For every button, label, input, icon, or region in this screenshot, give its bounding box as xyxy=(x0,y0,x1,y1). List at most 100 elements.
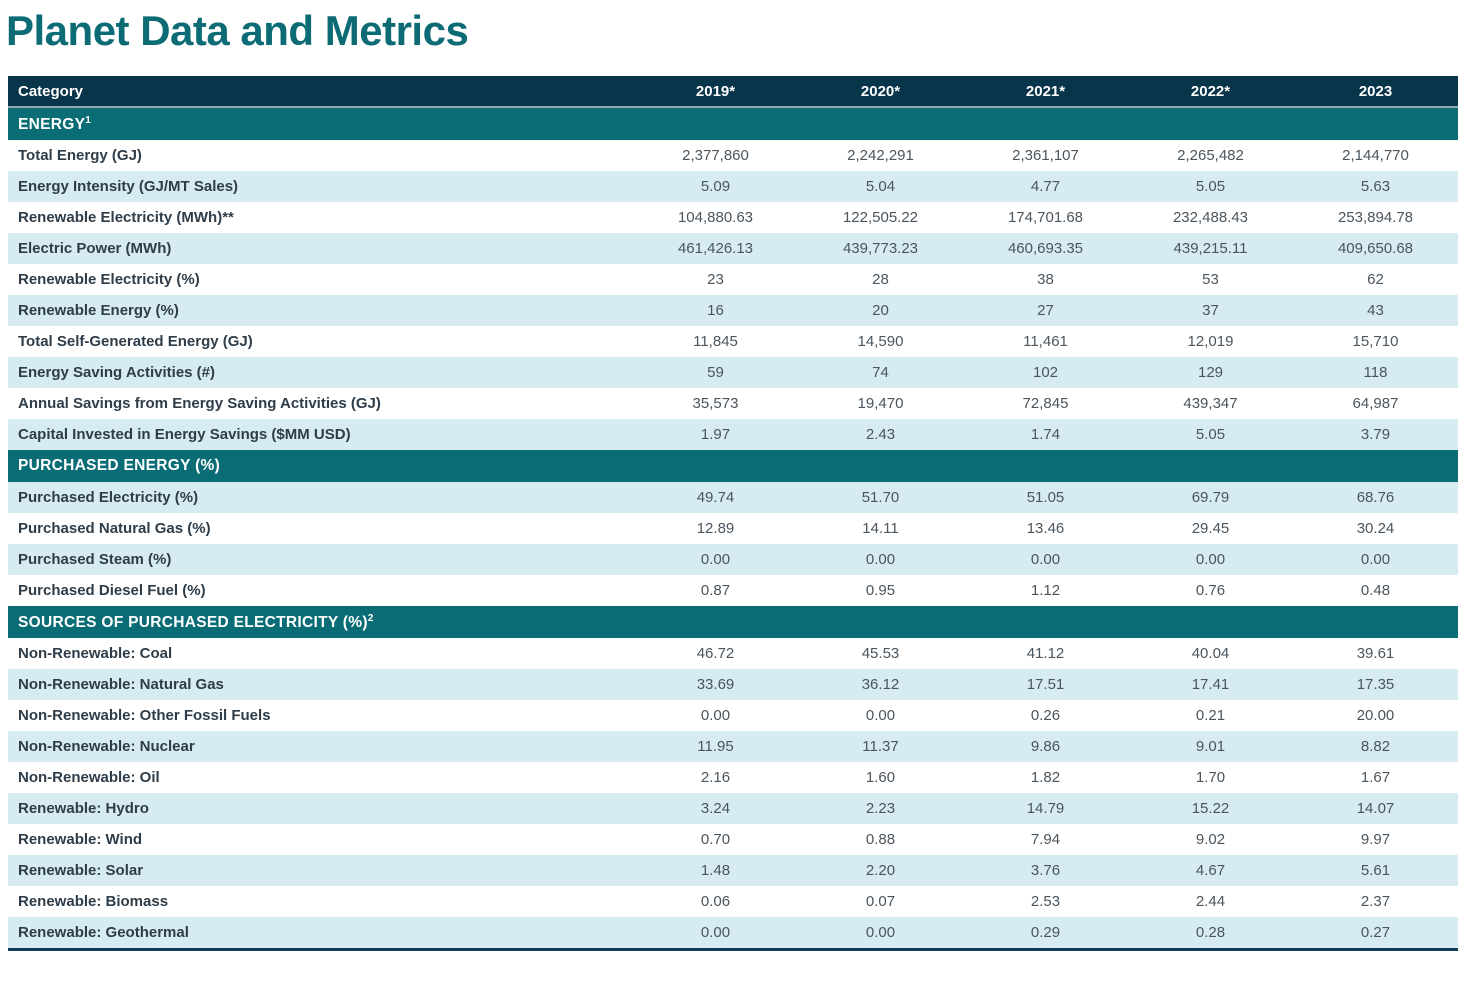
row-label: Non-Renewable: Natural Gas xyxy=(8,669,633,701)
value-cell: 5.05 xyxy=(1128,171,1293,203)
value-cell: 0.00 xyxy=(798,544,963,576)
value-cell: 39.61 xyxy=(1293,638,1458,670)
value-cell: 9.97 xyxy=(1293,824,1458,856)
value-cell: 33.69 xyxy=(633,669,798,701)
value-cell: 16 xyxy=(633,295,798,327)
row-label: Renewable: Solar xyxy=(8,855,633,887)
value-cell: 0.00 xyxy=(798,700,963,732)
value-cell: 53 xyxy=(1128,264,1293,296)
value-cell: 0.29 xyxy=(963,917,1128,950)
column-header-category: Category xyxy=(8,76,633,108)
row-label: Annual Savings from Energy Saving Activi… xyxy=(8,388,633,420)
table-row: Non-Renewable: Coal 46.72 45.53 41.12 40.04 3… xyxy=(8,638,1458,670)
value-cell: 0.00 xyxy=(1128,544,1293,576)
value-cell: 2,265,482 xyxy=(1128,140,1293,172)
value-cell: 14,590 xyxy=(798,326,963,358)
value-cell: 72,845 xyxy=(963,388,1128,420)
row-label: Non-Renewable: Coal xyxy=(8,638,633,670)
table-row: Total Self-Generated Energy (GJ) 11,845 14… xyxy=(8,326,1458,358)
column-header-year: 2023 xyxy=(1293,76,1458,108)
value-cell: 41.12 xyxy=(963,638,1128,670)
value-cell: 0.00 xyxy=(963,544,1128,576)
table-row: Renewable: Hydro 3.24 2.23 14.79 15.22 14.07 xyxy=(8,793,1458,825)
value-cell: 2.23 xyxy=(798,793,963,825)
value-cell: 1.70 xyxy=(1128,762,1293,794)
value-cell: 5.61 xyxy=(1293,855,1458,887)
table-row: Non-Renewable: Nuclear 11.95 11.37 9.86 9.01… xyxy=(8,731,1458,763)
table-row: Renewable: Biomass 0.06 0.07 2.53 2.44 2.37 xyxy=(8,886,1458,918)
table-row: Annual Savings from Energy Saving Activi… xyxy=(8,388,1458,420)
column-header-year: 2022* xyxy=(1128,76,1293,108)
value-cell: 51.05 xyxy=(963,482,1128,514)
value-cell: 27 xyxy=(963,295,1128,327)
value-cell: 2,242,291 xyxy=(798,140,963,172)
value-cell: 30.24 xyxy=(1293,513,1458,545)
value-cell: 439,773.23 xyxy=(798,233,963,265)
value-cell: 11,845 xyxy=(633,326,798,358)
table-row: Purchased Steam (%) 0.00 0.00 0.00 0.00 0.00 xyxy=(8,544,1458,576)
row-label: Energy Intensity (GJ/MT Sales) xyxy=(8,171,633,203)
value-cell: 4.67 xyxy=(1128,855,1293,887)
table-row: Renewable: Geothermal 0.00 0.00 0.29 0.28 0.2… xyxy=(8,917,1458,950)
value-cell: 11,461 xyxy=(963,326,1128,358)
section-header-row: PURCHASED ENERGY (%) xyxy=(8,450,1458,483)
value-cell: 0.26 xyxy=(963,700,1128,732)
value-cell: 36.12 xyxy=(798,669,963,701)
table-row: Purchased Diesel Fuel (%) 0.87 0.95 1.12 0.7… xyxy=(8,575,1458,607)
value-cell: 2.37 xyxy=(1293,886,1458,918)
row-label: Purchased Steam (%) xyxy=(8,544,633,576)
value-cell: 2.43 xyxy=(798,419,963,451)
value-cell: 0.00 xyxy=(633,544,798,576)
row-label: Total Self-Generated Energy (GJ) xyxy=(8,326,633,358)
page-title: Planet Data and Metrics xyxy=(6,7,469,54)
table-row: Renewable: Solar 1.48 2.20 3.76 4.67 5.61 xyxy=(8,855,1458,887)
value-cell: 62 xyxy=(1293,264,1458,296)
row-label: Energy Saving Activities (#) xyxy=(8,357,633,389)
value-cell: 118 xyxy=(1293,357,1458,389)
value-cell: 0.06 xyxy=(633,886,798,918)
value-cell: 2.53 xyxy=(963,886,1128,918)
value-cell: 2.16 xyxy=(633,762,798,794)
value-cell: 0.27 xyxy=(1293,917,1458,950)
value-cell: 4.77 xyxy=(963,171,1128,203)
row-label: Purchased Diesel Fuel (%) xyxy=(8,575,633,607)
value-cell: 0.88 xyxy=(798,824,963,856)
value-cell: 5.05 xyxy=(1128,419,1293,451)
row-label: Renewable: Biomass xyxy=(8,886,633,918)
value-cell: 0.07 xyxy=(798,886,963,918)
value-cell: 12.89 xyxy=(633,513,798,545)
value-cell: 0.28 xyxy=(1128,917,1293,950)
value-cell: 3.79 xyxy=(1293,419,1458,451)
value-cell: 9.86 xyxy=(963,731,1128,763)
value-cell: 174,701.68 xyxy=(963,202,1128,234)
value-cell: 49.74 xyxy=(633,482,798,514)
row-label: Renewable Energy (%) xyxy=(8,295,633,327)
value-cell: 8.82 xyxy=(1293,731,1458,763)
value-cell: 35,573 xyxy=(633,388,798,420)
value-cell: 460,693.35 xyxy=(963,233,1128,265)
column-header-year: 2021* xyxy=(963,76,1128,108)
value-cell: 17.51 xyxy=(963,669,1128,701)
value-cell: 1.48 xyxy=(633,855,798,887)
row-label: Renewable: Wind xyxy=(8,824,633,856)
value-cell: 102 xyxy=(963,357,1128,389)
table-row: Renewable Electricity (MWh)** 104,880.63 1… xyxy=(8,202,1458,234)
header-row: Category 2019* 2020* 2021* 2022* 2023 xyxy=(8,76,1458,108)
value-cell: 1.74 xyxy=(963,419,1128,451)
value-cell: 14.79 xyxy=(963,793,1128,825)
table-row: Non-Renewable: Natural Gas 33.69 36.12 17.5… xyxy=(8,669,1458,701)
table-row: Purchased Electricity (%) 49.74 51.70 51.05… xyxy=(8,482,1458,514)
value-cell: 461,426.13 xyxy=(633,233,798,265)
value-cell: 0.95 xyxy=(798,575,963,607)
table-row: Non-Renewable: Oil 2.16 1.60 1.82 1.70 1.67 xyxy=(8,762,1458,794)
value-cell: 29.45 xyxy=(1128,513,1293,545)
value-cell: 1.97 xyxy=(633,419,798,451)
value-cell: 1.12 xyxy=(963,575,1128,607)
value-cell: 40.04 xyxy=(1128,638,1293,670)
table-row: Energy Intensity (GJ/MT Sales) 5.09 5.04 4.… xyxy=(8,171,1458,203)
value-cell: 0.00 xyxy=(798,917,963,950)
value-cell: 0.87 xyxy=(633,575,798,607)
section-header-label: SOURCES OF PURCHASED ELECTRICITY (%)2 xyxy=(8,606,1458,639)
value-cell: 11.37 xyxy=(798,731,963,763)
value-cell: 3.24 xyxy=(633,793,798,825)
